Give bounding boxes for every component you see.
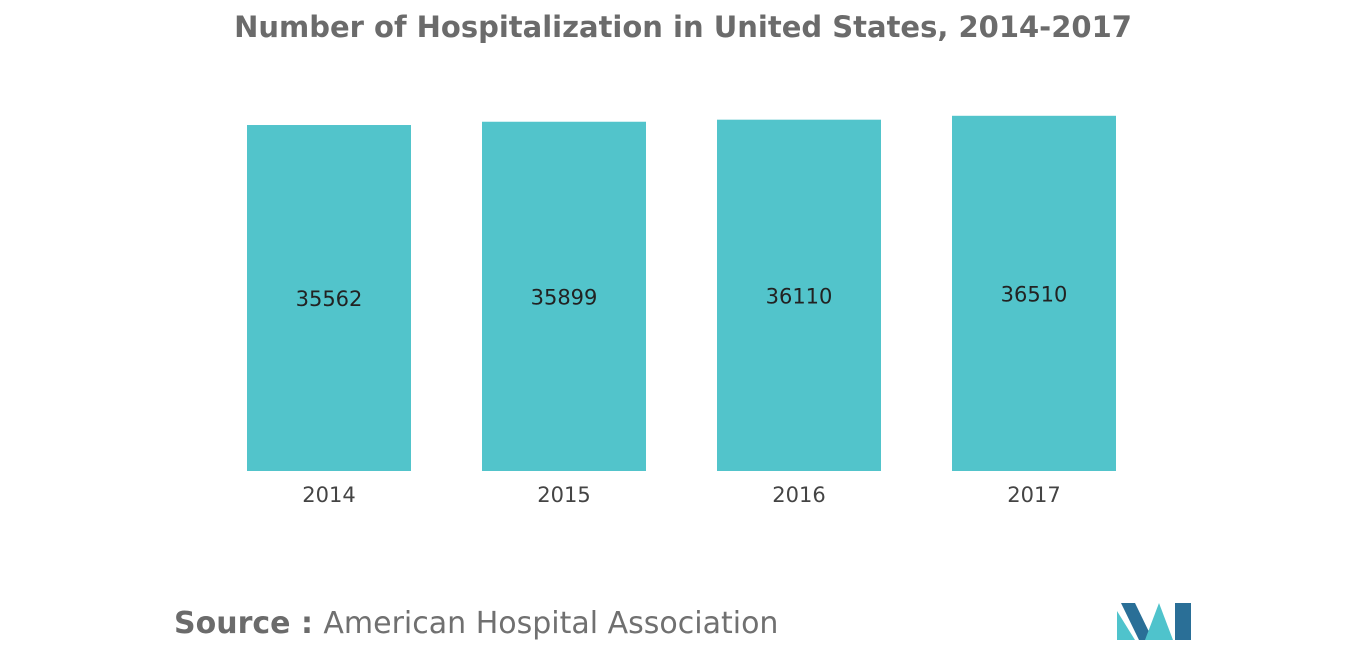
source-prefix: Source : [174,606,324,641]
source-text: American Hospital Association [323,606,779,641]
x-tick-label-2014: 2014 [302,483,355,507]
chart-title: Number of Hospitalization in United Stat… [234,10,1132,44]
data-label-2015: 35899 [531,285,598,309]
data-labels: 35562 35899 36110 36510 [296,282,1068,311]
bar-2015 [482,121,646,472]
bar-series [247,115,1116,472]
data-label-2017: 36510 [1001,282,1068,306]
bar-2017 [952,115,1116,471]
bar-2014 [247,125,411,471]
x-axis-tick-labels: 2014 2015 2016 2017 [302,483,1060,507]
x-tick-label-2017: 2017 [1007,483,1060,507]
bar-2016 [717,119,881,471]
mi-logo-icon [1117,603,1191,640]
x-tick-label-2015: 2015 [537,483,590,507]
source-note: Source : American Hospital Association [174,606,778,641]
data-label-2016: 36110 [766,284,833,308]
bar-chart: 35562 35899 36110 36510 2014 2015 2016 2017 [247,115,1116,507]
data-label-2014: 35562 [296,287,363,311]
x-tick-label-2016: 2016 [772,483,825,507]
